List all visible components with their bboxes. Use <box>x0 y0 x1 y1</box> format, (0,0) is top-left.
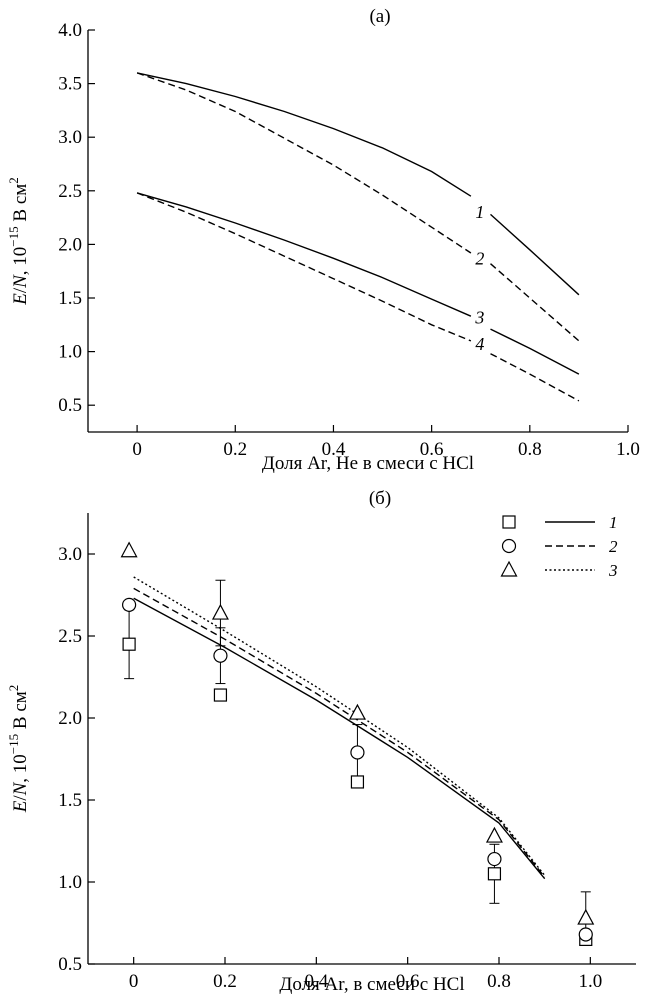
data-point-square <box>487 867 502 881</box>
series-line-4 <box>490 353 580 402</box>
series-label-3: 3 <box>474 307 484 327</box>
x-tick-label: 0 <box>129 971 139 992</box>
y-axis-title-var-e: E <box>10 800 31 813</box>
y-axis-title-var-n: N <box>10 274 31 289</box>
y-tick-label: 4.0 <box>58 20 82 41</box>
data-point-triangle <box>348 703 366 720</box>
series-line-4 <box>136 192 472 342</box>
y-axis-title-var-e: E <box>10 293 31 306</box>
legend-marker-square <box>502 515 516 529</box>
y-axis-title-slash: / <box>10 795 31 801</box>
x-tick-label: 0.6 <box>420 439 444 460</box>
panel-a: 0 0.2 0.4 0.6 0.8 1.0 0.5 1.0 1.5 2.0 2.5 3.0 3.5 4.0… <box>6 6 640 474</box>
x-tick-label: 1.0 <box>578 971 602 992</box>
legend-label-1: 1 <box>609 513 618 532</box>
panel-b: 0 0.2 0.4 0.6 0.8 1.0 0.5 1.0 1.5 2.0 2.5 3.0 (б) Дол… <box>6 488 636 995</box>
data-point-triangle <box>577 908 595 925</box>
y-tick-label: 2.5 <box>58 181 82 202</box>
series-line-2 <box>490 263 580 342</box>
y-axis-title-unit-exponent: 2 <box>6 177 21 184</box>
x-tick-label: 0.4 <box>304 971 328 992</box>
data-point-triangle <box>120 541 138 558</box>
y-tick-label: 3.5 <box>58 74 82 95</box>
y-tick-label: 2.0 <box>58 234 82 255</box>
y-tick-label: 0.5 <box>58 954 82 975</box>
y-tick-label: 1.0 <box>58 342 82 363</box>
y-tick-label: 1.5 <box>58 288 82 309</box>
y-tick-label: 1.0 <box>58 872 82 893</box>
data-point-square <box>350 775 365 789</box>
y-tick-label: 1.5 <box>58 790 82 811</box>
data-point-circle <box>122 597 137 612</box>
y-axis-title-unit-exponent: 2 <box>6 685 21 692</box>
y-axis-title-slash: / <box>10 287 31 293</box>
y-axis-title-exponent: −15 <box>6 226 21 246</box>
legend: 1 2 3 <box>500 513 618 580</box>
x-tick-label: 0.6 <box>396 971 420 992</box>
y-tick-label: 0.5 <box>58 395 82 416</box>
x-tick-label: 0.8 <box>518 439 542 460</box>
data-point-circle <box>487 851 502 867</box>
x-tick-label: 0.2 <box>213 971 237 992</box>
series-line-1 <box>133 597 546 880</box>
legend-marker-triangle <box>500 560 518 577</box>
y-axis-title-exponent: −15 <box>6 734 21 754</box>
panel-title: (б) <box>369 488 391 509</box>
series-line-3 <box>133 576 546 876</box>
legend-label-2: 2 <box>609 537 618 556</box>
series-label-4: 4 <box>475 334 484 354</box>
y-axis-title: E/N, 10−15 В см2 <box>6 177 31 306</box>
y-axis-title: E/N, 10−15 В см2 <box>6 685 31 814</box>
y-tick-label: 3.0 <box>58 127 82 148</box>
series-line-3 <box>136 192 472 317</box>
series-label-1: 1 <box>475 202 484 222</box>
legend-label-3: 3 <box>608 561 618 580</box>
series-line-1 <box>136 72 472 197</box>
y-axis-title-var-n: N <box>10 781 31 796</box>
x-tick-label: 1.0 <box>616 439 640 460</box>
series-line-3 <box>490 328 580 375</box>
data-point-triangle <box>485 826 503 843</box>
y-axis-title-unit: В см <box>10 691 31 734</box>
x-axis-title: Доля Ar, He в смеси с HCl <box>262 453 474 474</box>
series-label-2: 2 <box>475 248 484 268</box>
y-tick-label: 3.0 <box>58 544 82 565</box>
y-tick-label: 2.0 <box>58 708 82 729</box>
series-line-2 <box>133 587 546 878</box>
panel-title: (a) <box>369 6 390 27</box>
legend-marker-circle <box>501 538 517 554</box>
y-axis-title-scale: , 10 <box>10 754 31 783</box>
y-axis-title-unit: В см <box>10 184 31 227</box>
series-line-2 <box>136 72 472 254</box>
series-line-1 <box>490 213 580 296</box>
x-tick-label: 0 <box>132 439 142 460</box>
x-tick-label: 0.2 <box>223 439 247 460</box>
data-point-circle <box>578 927 593 942</box>
x-axis-title: Доля Ar, в смеси с HCl <box>279 974 464 995</box>
x-tick-label: 0.4 <box>322 439 346 460</box>
data-point-circle <box>350 745 365 760</box>
data-point-triangle <box>211 603 229 620</box>
y-axis-title-scale: , 10 <box>10 247 31 276</box>
data-point-square <box>122 637 136 651</box>
data-point-square <box>213 688 228 702</box>
x-tick-label: 0.8 <box>487 971 511 992</box>
data-point-circle <box>213 648 228 663</box>
y-tick-label: 2.5 <box>58 626 82 647</box>
